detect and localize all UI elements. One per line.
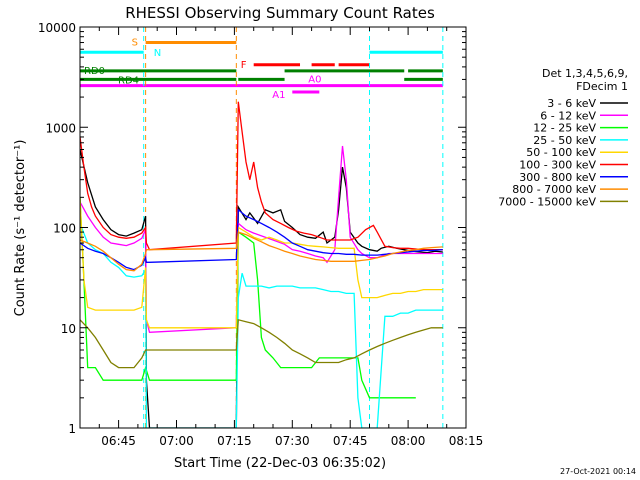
x-tick-label: 06:45 (101, 434, 136, 448)
y-tick-label: 1000 (45, 121, 76, 135)
y-tick-label: 10000 (38, 21, 76, 35)
legend-label-12-25-kev: 12 - 25 keV (533, 122, 596, 135)
y-tick-label: 10 (61, 322, 76, 336)
series-12-25-kev (80, 197, 416, 399)
state-bar-label-n: N (154, 48, 161, 59)
legend-label-25-50-kev: 25 - 50 keV (533, 134, 596, 147)
state-bar-label-s: S (132, 38, 138, 49)
legend-label-100-300-kev: 100 - 300 keV (519, 159, 596, 172)
x-tick-label: 07:45 (333, 434, 368, 448)
series-25-50-kev (80, 223, 443, 428)
legend-label-300-800-kev: 300 - 800 keV (519, 171, 596, 184)
plot-frame (79, 26, 467, 429)
footer-timestamp: 27-Oct-2021 00:14 (560, 467, 636, 476)
state-bar-label-a1: A1 (272, 90, 285, 101)
y-tick-label: 1 (68, 422, 76, 436)
legend-title-line-1: Det 1,3,4,5,6,9, (542, 67, 628, 80)
legend-label-50-100-kev: 50 - 100 keV (526, 146, 596, 159)
x-tick-label: 08:00 (391, 434, 426, 448)
series-800-7000-kev (80, 231, 443, 272)
y-axis-label: Count Rate (s⁻¹ detector⁻¹) (13, 140, 28, 317)
x-tick-label: 08:15 (449, 434, 484, 448)
series-3-6-kev (80, 149, 443, 428)
series-300-800-kev (80, 208, 443, 271)
chart-title: RHESSI Observing Summary Count Rates (125, 4, 435, 22)
x-tick-label: 07:15 (217, 434, 252, 448)
state-bar-label-rd4: RD4 (118, 75, 139, 86)
y-axis: 1 10 100 1000 10000 (38, 21, 466, 436)
state-bar-label-a0: A0 (308, 75, 321, 86)
x-axis-label: Start Time (22-Dec-03 06:35:02) (174, 456, 386, 471)
state-bar-label-f: F (241, 60, 247, 71)
series-lines (80, 101, 443, 428)
x-tick-label: 07:30 (275, 434, 310, 448)
state-bars: S N F RD0 RD4 A0 A1 (80, 38, 443, 101)
legend-label-800-7000-kev: 800 - 7000 keV (512, 183, 596, 196)
legend-label-6-12-kev: 6 - 12 keV (540, 109, 596, 122)
series-7000-15000-kev (80, 318, 443, 369)
x-tick-label: 07:00 (159, 434, 194, 448)
y-tick-label: 100 (53, 222, 76, 236)
series-50-100-kev (80, 197, 443, 329)
series-6-12-kev (80, 145, 443, 333)
legend-label-7000-15000-kev: 7000 - 15000 keV (498, 195, 596, 208)
x-axis: 06:45 07:00 07:15 07:30 07:45 08:00 08:15 (79, 27, 484, 448)
series-100-300-kev (80, 101, 443, 251)
legend-label-3-6-kev: 3 - 6 keV (547, 97, 596, 110)
state-bar-label-rd0: RD0 (84, 66, 105, 77)
legend-title-line-2: FDecim 1 (576, 80, 628, 93)
